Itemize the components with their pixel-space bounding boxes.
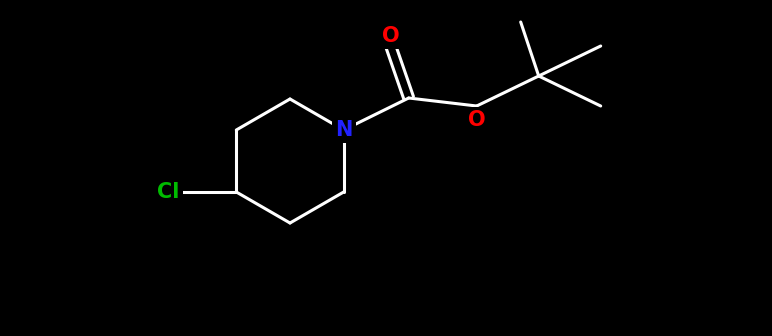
Text: O: O [468,110,486,130]
Text: N: N [335,120,352,140]
Text: O: O [382,26,399,46]
Text: Cl: Cl [157,182,180,202]
